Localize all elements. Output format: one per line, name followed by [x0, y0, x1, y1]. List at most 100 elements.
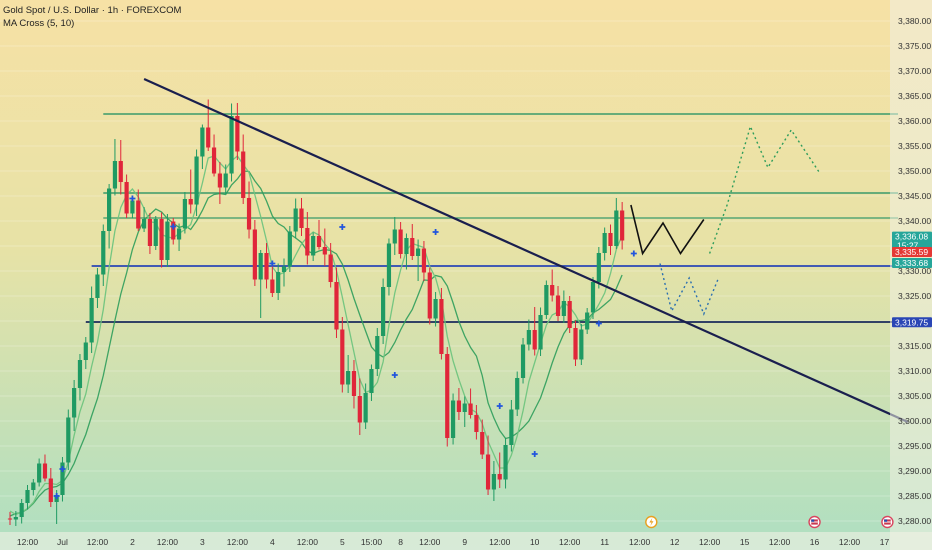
candle-body	[520, 344, 526, 378]
chart-legend: Gold Spot / U.S. Dollar · 1h · FOREXCOM …	[3, 4, 181, 30]
candle-body	[509, 409, 514, 445]
candle-body	[567, 301, 572, 328]
time-tick-label: 8	[398, 537, 403, 547]
candle-body	[159, 219, 164, 260]
price-tick-label: 3,350.00	[898, 166, 931, 176]
candle-body	[322, 247, 327, 255]
candle-body	[60, 462, 65, 495]
candle-body	[176, 228, 182, 240]
cross-marker	[59, 466, 66, 472]
candle-body	[200, 127, 205, 157]
candle-body	[305, 228, 310, 256]
time-tick-label: 12:00	[419, 537, 441, 547]
time-tick-label: 12:00	[629, 537, 651, 547]
candle-body	[480, 432, 485, 455]
candle-body	[293, 208, 298, 232]
candle-body	[579, 329, 584, 360]
candle-body	[25, 490, 30, 503]
candle-body	[363, 393, 368, 423]
grid	[0, 20, 890, 522]
flag-stripe	[811, 521, 818, 523]
price-axis[interactable]: 3,380.00 3,375.00 3,370.00 3,365.00 3,360.00…	[898, 16, 931, 526]
candle-body	[246, 198, 252, 230]
candle-body	[281, 266, 287, 272]
price-badge	[892, 247, 932, 257]
price-tick-label: 3,365.00	[898, 91, 931, 101]
candle-body	[503, 445, 508, 480]
candle-body	[497, 474, 502, 480]
candle-body	[66, 417, 71, 463]
drawings	[143, 77, 909, 424]
horizontal-levels	[85, 113, 898, 323]
cross-marker	[129, 195, 136, 202]
candle-body	[276, 272, 281, 293]
candle-body	[136, 200, 141, 229]
time-tick-label: 12:00	[297, 537, 319, 547]
candle-body	[211, 147, 217, 174]
candle-body	[141, 219, 147, 229]
time-tick-label: 12:00	[17, 537, 39, 547]
price-tick-label: 3,300.00	[898, 416, 931, 426]
price-tick-label: 3,375.00	[898, 41, 931, 51]
candle-body	[433, 299, 438, 319]
candle-body	[31, 482, 36, 490]
candle-body	[72, 388, 77, 418]
candle-body	[37, 463, 42, 483]
candle-body	[427, 272, 432, 319]
time-tick-label: 16	[810, 537, 820, 547]
cross-marker	[53, 493, 60, 499]
cross-marker	[432, 229, 439, 235]
time-tick-label: 12:00	[839, 537, 861, 547]
candle-body	[555, 295, 561, 316]
cross-marker	[339, 224, 346, 230]
time-tick-label: 12:00	[227, 537, 249, 547]
candle-body	[153, 219, 158, 246]
candle-body	[270, 279, 275, 293]
moving-averages	[9, 155, 623, 517]
candle-body	[77, 360, 83, 388]
candle-body	[13, 517, 18, 520]
candle-body	[299, 208, 304, 228]
cross-marker	[170, 223, 177, 230]
candle-body	[590, 282, 596, 313]
price-tick-label: 3,370.00	[898, 66, 931, 76]
candle-body	[386, 243, 392, 287]
price-tick-label: 3,280.00	[898, 516, 931, 526]
cross-marker	[630, 250, 637, 257]
ma-cross-markers	[53, 195, 637, 499]
candle-body	[585, 312, 590, 330]
time-tick-label: 12:00	[87, 537, 109, 547]
candle-body	[130, 200, 135, 214]
symbol-title[interactable]: Gold Spot / U.S. Dollar · 1h · FOREXCOM	[3, 5, 182, 16]
candle-body	[287, 231, 292, 267]
candle-body	[351, 371, 357, 396]
price-badge	[892, 258, 932, 268]
cross-marker	[391, 372, 398, 378]
candle-body	[532, 330, 537, 350]
candle-body	[229, 116, 234, 174]
candle-body	[118, 161, 123, 182]
time-tick-label: 17	[880, 537, 890, 547]
candle-body	[474, 415, 479, 432]
candle-body	[112, 161, 118, 189]
candle-body	[182, 199, 187, 229]
ma10-line	[9, 170, 623, 517]
candle-body	[188, 199, 193, 205]
time-tick-label: 5	[340, 537, 345, 547]
candle-body	[95, 274, 100, 298]
indicator-title[interactable]: MA Cross (5, 10)	[3, 18, 75, 29]
candle-body	[206, 127, 211, 148]
price-badge-label: 3,335.59	[895, 247, 928, 257]
candle-body	[165, 221, 170, 260]
price-tick-label: 3,340.00	[898, 216, 931, 226]
candle-body	[620, 210, 625, 241]
candle-body	[346, 371, 351, 385]
candle-body	[89, 298, 94, 343]
time-tick-label: 11	[600, 537, 609, 547]
trend-line	[143, 77, 909, 424]
cross-marker	[531, 451, 538, 457]
time-axis[interactable]: 12:00 Jul 12:00 2 12:00 3 12:00 4 12:00 5 15:00 8 12…	[17, 537, 890, 547]
price-badge-label: 3,336.08	[895, 232, 928, 242]
candle-body	[42, 463, 48, 479]
